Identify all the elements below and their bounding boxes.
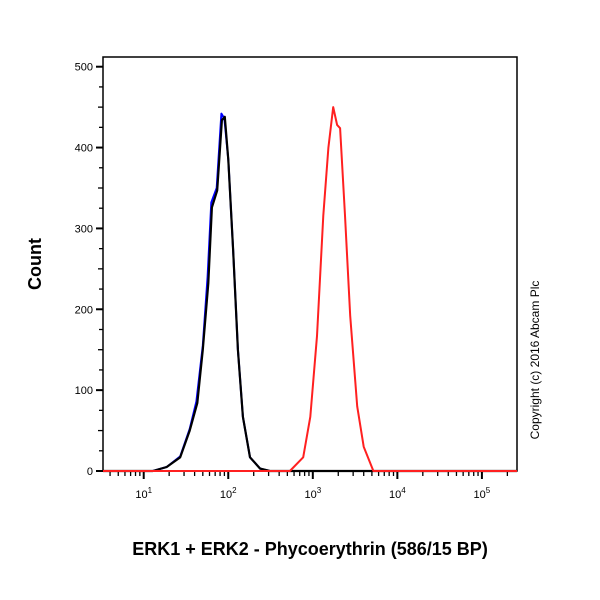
y-tick-label: 300: [75, 223, 93, 235]
x-tick-label: 104: [389, 486, 406, 501]
x-tick-label: 103: [304, 486, 321, 501]
x-tick-label: 105: [474, 486, 491, 501]
y-tick-label: 400: [75, 143, 93, 155]
y-tick-label: 100: [75, 385, 93, 397]
y-tick-label: 200: [75, 304, 93, 316]
series-line-2: [103, 106, 517, 472]
y-axis-label: Count: [25, 238, 45, 290]
y-tick-label: 500: [75, 62, 93, 74]
series-line-1: [103, 115, 517, 473]
y-tick-label: 0: [87, 466, 93, 478]
x-axis-label: ERK1 + ERK2 - Phycoerythrin (586/15 BP): [132, 539, 488, 559]
x-tick-label: 102: [220, 486, 237, 501]
copyright-annotation: Copyright (c) 2016 Abcam Plc: [528, 281, 542, 440]
x-tick-label: 101: [135, 486, 152, 501]
